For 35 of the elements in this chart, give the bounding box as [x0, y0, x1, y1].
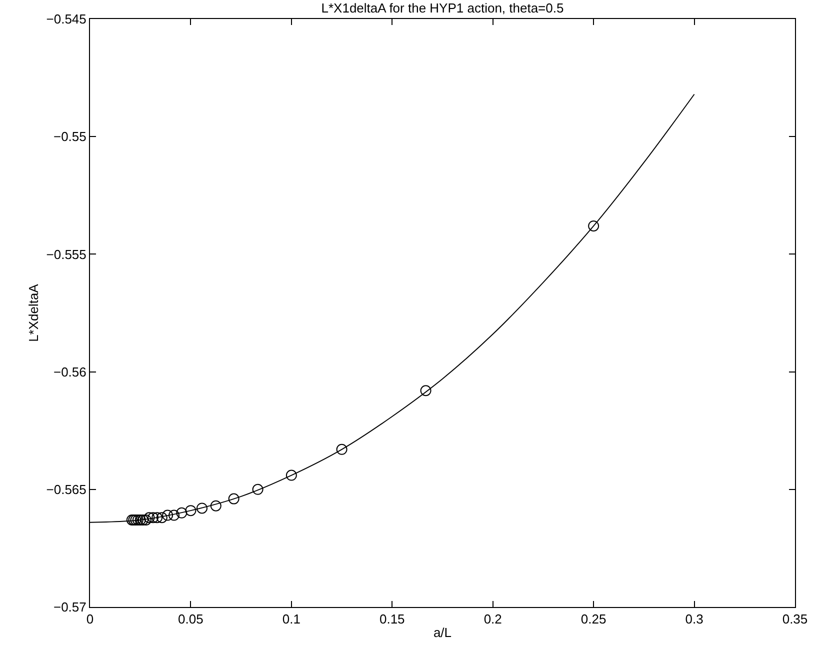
y-tick-label: −0.565 — [46, 482, 86, 497]
x-tick-label: 0.35 — [782, 612, 808, 627]
point — [286, 470, 297, 481]
y-tick-label: −0.57 — [53, 600, 86, 615]
x-tick-label: 0.25 — [580, 612, 606, 627]
point — [588, 220, 600, 232]
point — [252, 484, 264, 495]
point — [168, 510, 180, 521]
point — [185, 505, 196, 516]
point — [420, 385, 432, 396]
point — [196, 502, 208, 514]
point — [210, 500, 222, 512]
y-tick-label: −0.55 — [53, 129, 86, 144]
x-axis-title: a/L — [433, 625, 452, 640]
y-tick-label: −0.555 — [46, 246, 86, 262]
point — [152, 512, 163, 524]
y-tick-label: −0.56 — [53, 364, 86, 380]
x-tick-label: 0.15 — [379, 612, 405, 627]
point — [144, 512, 155, 524]
x-tick-label: 0.2 — [484, 612, 502, 627]
point — [156, 512, 168, 524]
x-tick-label: 0 — [86, 612, 94, 627]
y-axis-title: L*XdeltaA — [26, 284, 42, 342]
point — [140, 514, 152, 526]
point — [137, 514, 148, 526]
x-tick-label: 0.05 — [178, 612, 204, 627]
x-tick-label: 0.3 — [685, 612, 704, 627]
point — [228, 493, 240, 504]
y-tick-label: −0.545 — [46, 12, 86, 27]
point — [176, 507, 188, 518]
point — [162, 510, 174, 521]
point — [148, 512, 159, 524]
x-tick-label: 0.1 — [282, 612, 300, 627]
chart-title: L*X1deltaA for the HYP1 action, theta=0.5 — [321, 0, 564, 16]
point — [336, 444, 348, 455]
